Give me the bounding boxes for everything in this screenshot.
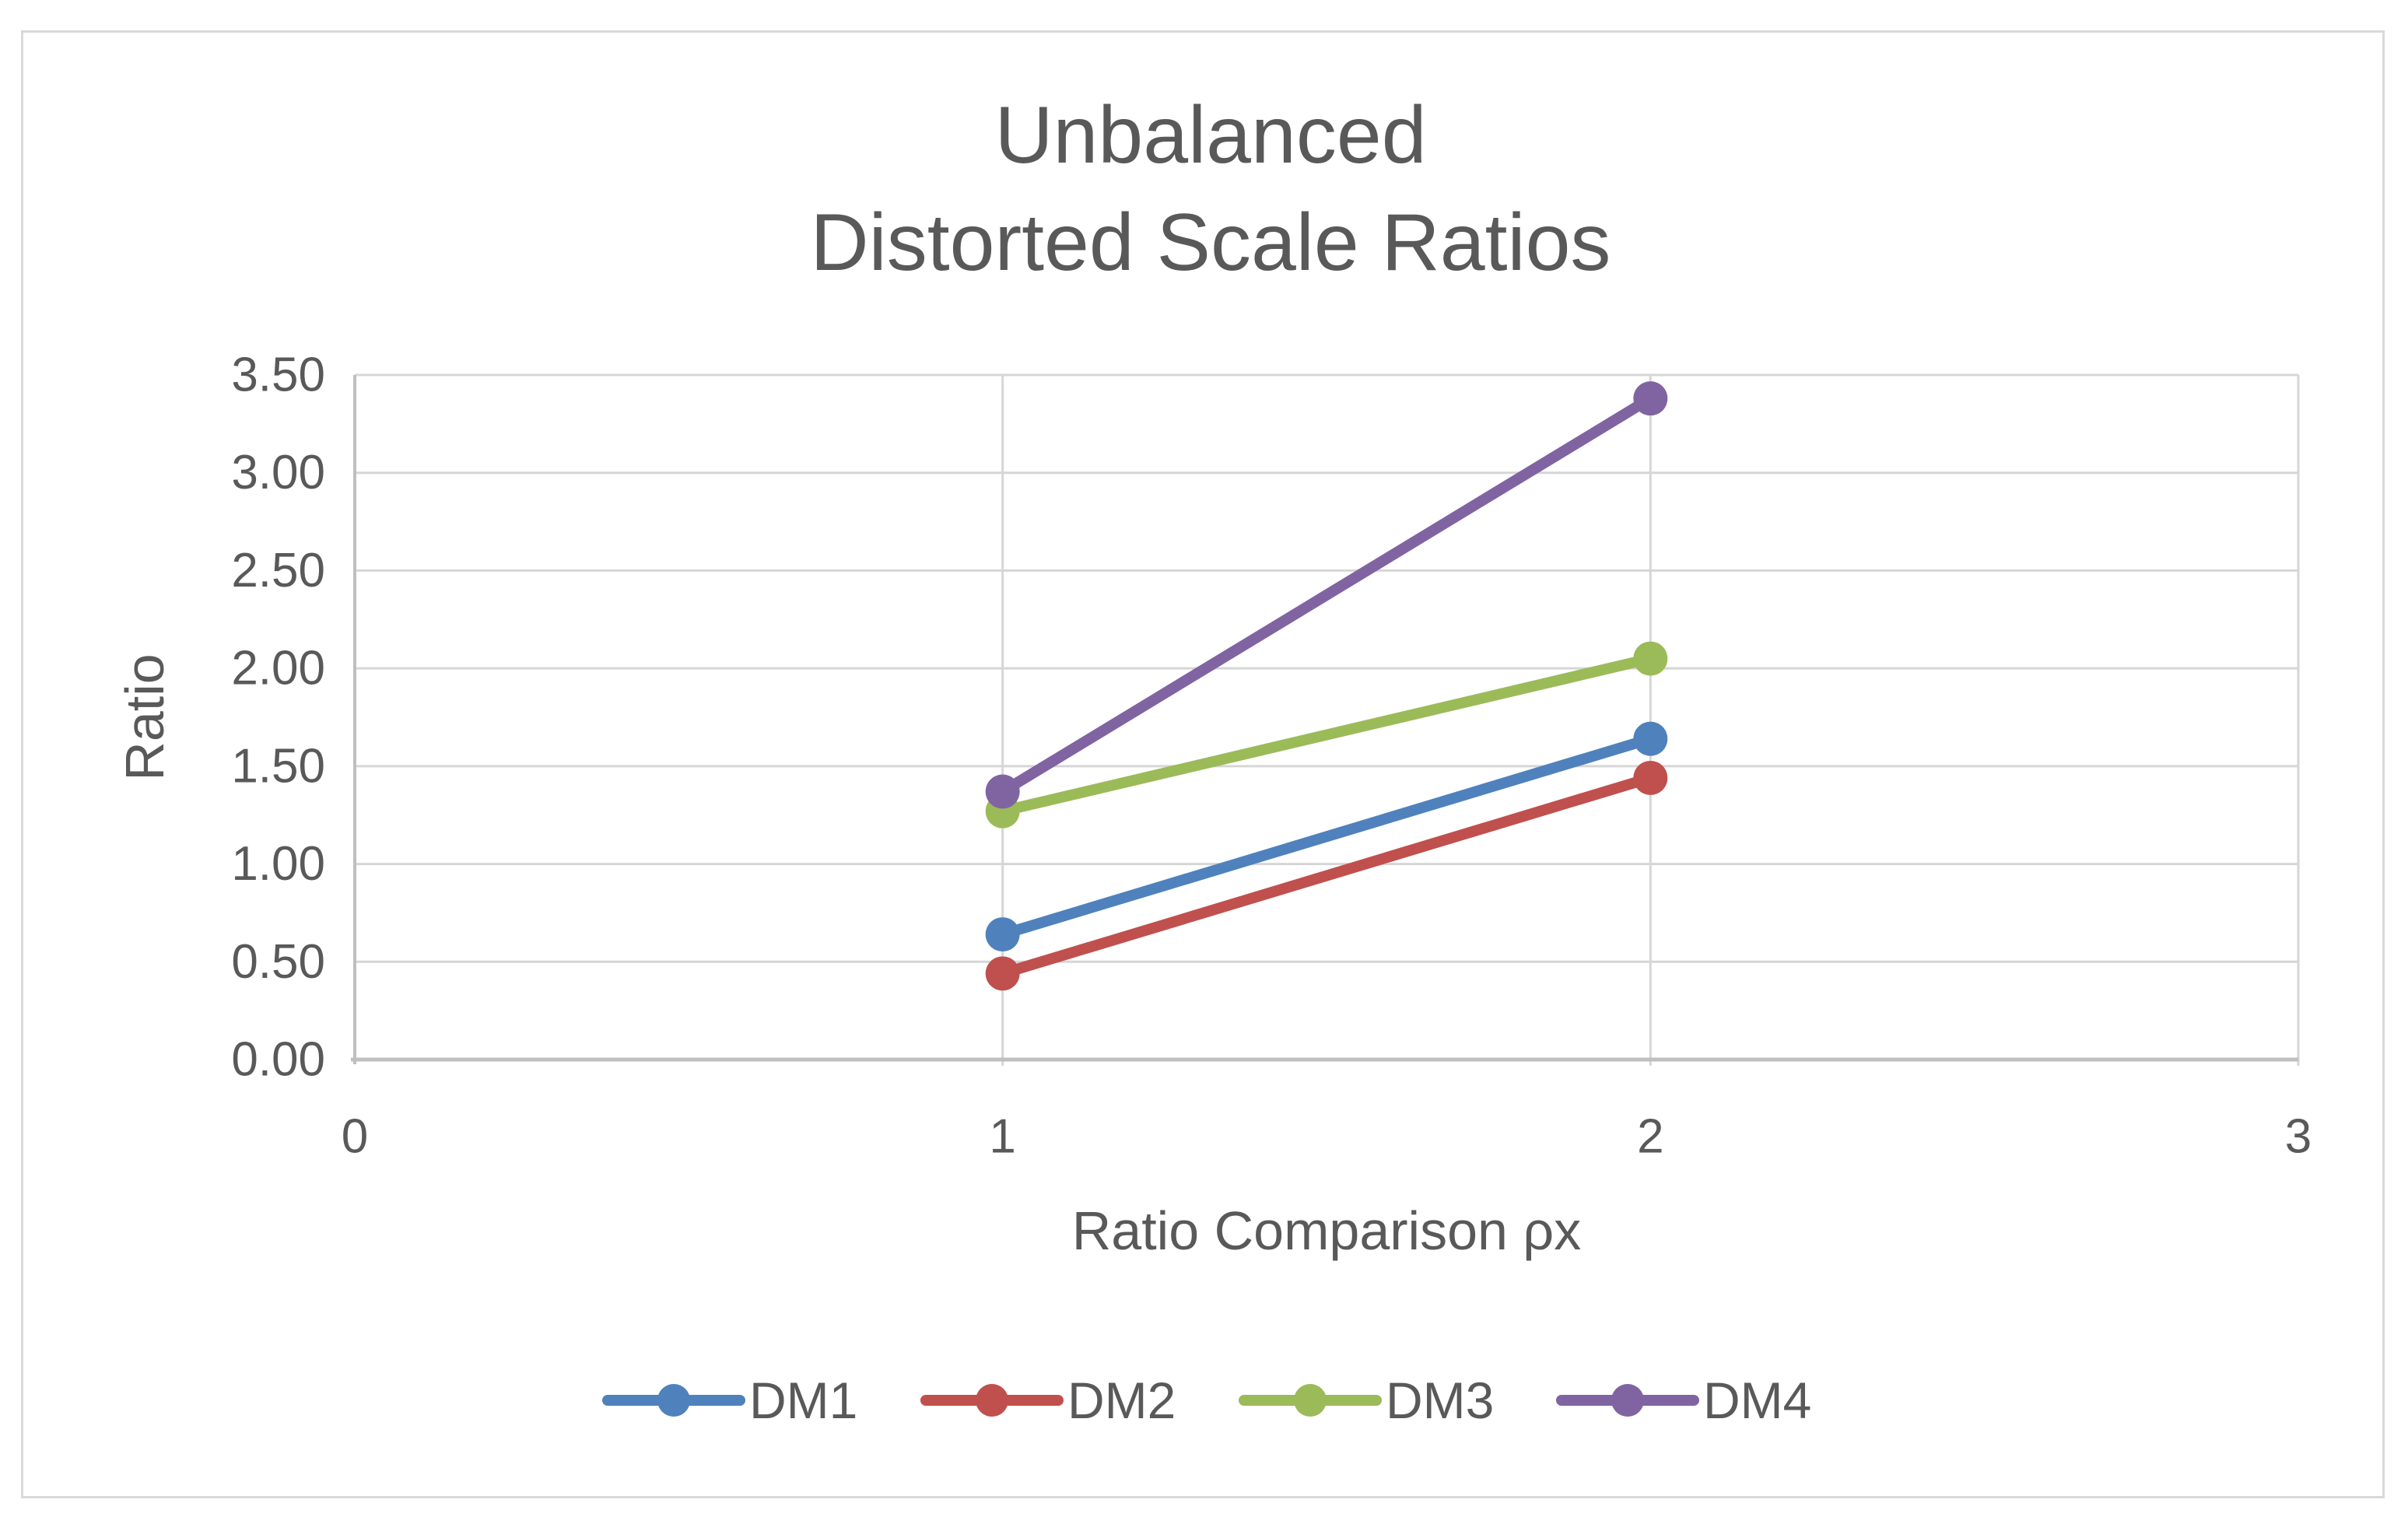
axes	[351, 375, 2298, 1064]
series-marker-DM1	[1633, 721, 1668, 756]
tick-labels: 0.00 0.50 1.00 1.50 2.00 2.50 3.00 3.50 0 1 2 3	[231, 349, 2312, 1164]
y-tick-label: 0.00	[231, 1033, 325, 1087]
chart-outer-border	[21, 30, 2385, 1498]
y-tick-label: 3.50	[231, 349, 325, 402]
series-lines	[985, 381, 1668, 991]
series-line-DM4	[997, 393, 1656, 797]
y-tick-label: 2.00	[231, 642, 325, 695]
chart-title-line-2: Distorted Scale Ratios	[811, 198, 1611, 288]
y-axis-title: Ratio	[114, 653, 175, 780]
legend-item-DM3: DM3	[1239, 1372, 1494, 1429]
series-marker-DM1	[985, 917, 1020, 952]
y-tick-label: 1.50	[231, 739, 325, 793]
chart-title-line-1: Unbalanced	[994, 90, 1426, 180]
legend-label: DM4	[1703, 1372, 1811, 1429]
x-tick-label: 2	[1637, 1110, 1663, 1164]
legend-label: DM1	[749, 1372, 857, 1429]
series-line-DM3	[997, 653, 1656, 817]
legend-marker	[657, 1384, 690, 1417]
series-marker-DM4	[985, 774, 1020, 809]
series-marker-DM4	[1633, 381, 1668, 416]
y-tick-label: 2.50	[231, 544, 325, 597]
legend-item-DM4: DM4	[1556, 1372, 1811, 1429]
series-marker-DM2	[985, 956, 1020, 991]
y-tick-label: 0.50	[231, 935, 325, 989]
series-marker-DM2	[1633, 760, 1668, 795]
x-tick-label: 3	[2285, 1110, 2312, 1164]
series-marker-DM3	[1633, 641, 1668, 676]
series-line-DM1	[997, 733, 1656, 941]
x-axis-title: Ratio Comparison ρx	[1072, 1200, 1582, 1261]
legend-item-DM2: DM2	[920, 1372, 1176, 1429]
legend-marker	[1294, 1384, 1327, 1417]
x-tick-label: 0	[342, 1110, 368, 1164]
legend: DM1 DM2 DM3 DM4	[602, 1372, 1811, 1429]
legend-label: DM3	[1386, 1372, 1494, 1429]
y-tick-label: 1.00	[231, 837, 325, 891]
legend-item-DM1: DM1	[602, 1372, 857, 1429]
x-tick-label: 1	[989, 1110, 1015, 1164]
series-line-DM2	[997, 772, 1656, 979]
y-tick-label: 3.00	[231, 446, 325, 499]
gridlines	[355, 373, 2300, 1066]
legend-marker	[1611, 1384, 1644, 1417]
legend-marker	[976, 1384, 1008, 1417]
legend-label: DM2	[1067, 1372, 1176, 1429]
